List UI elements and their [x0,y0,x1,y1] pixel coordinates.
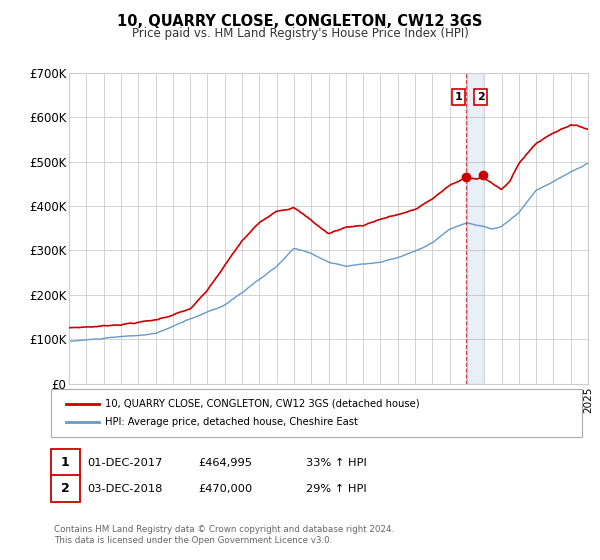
Bar [466,73,483,384]
Text: 10, QUARRY CLOSE, CONGLETON, CW12 3GS (detached house): 10, QUARRY CLOSE, CONGLETON, CW12 3GS (d… [105,399,419,409]
Text: 2: 2 [61,482,70,496]
Text: 03-DEC-2018: 03-DEC-2018 [87,484,163,494]
Text: 01-DEC-2017: 01-DEC-2017 [87,458,163,468]
Text: 1: 1 [61,456,70,469]
Text: 2: 2 [477,92,485,102]
Text: £464,995: £464,995 [198,458,252,468]
Text: £470,000: £470,000 [198,484,252,494]
Text: 1: 1 [454,92,462,102]
Text: 29% ↑ HPI: 29% ↑ HPI [306,484,367,494]
Text: Price paid vs. HM Land Registry's House Price Index (HPI): Price paid vs. HM Land Registry's House … [131,27,469,40]
Text: HPI: Average price, detached house, Cheshire East: HPI: Average price, detached house, Ches… [105,417,358,427]
Text: Contains HM Land Registry data © Crown copyright and database right 2024.
This d: Contains HM Land Registry data © Crown c… [54,525,394,545]
Text: 10, QUARRY CLOSE, CONGLETON, CW12 3GS: 10, QUARRY CLOSE, CONGLETON, CW12 3GS [118,14,482,29]
Text: 33% ↑ HPI: 33% ↑ HPI [306,458,367,468]
